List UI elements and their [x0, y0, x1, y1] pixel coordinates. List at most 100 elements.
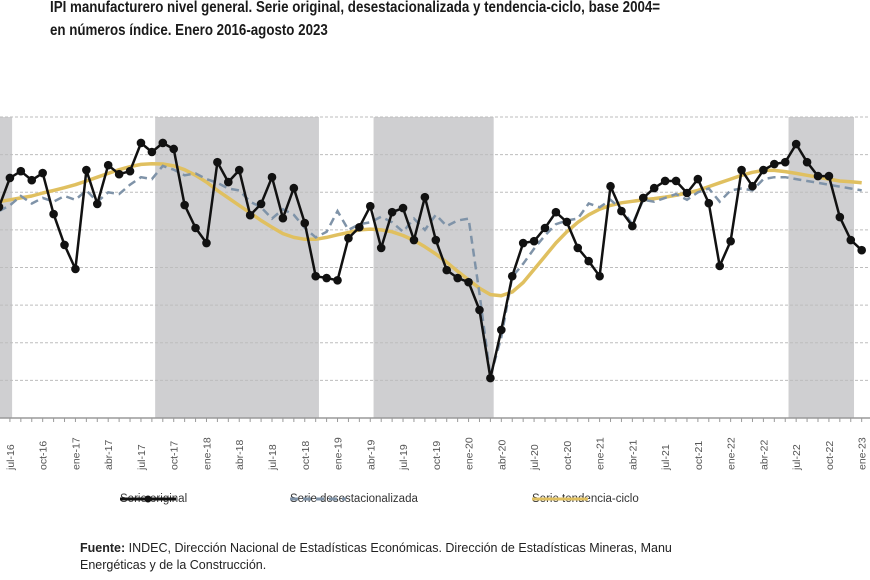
data-point-original [27, 175, 37, 185]
data-point-original [464, 277, 473, 287]
chart-title: IPI manufacturero nivel general. Serie o… [50, 0, 764, 42]
data-point-original [595, 271, 604, 281]
data-point-original [158, 138, 168, 148]
x-tick-label: ene-22 [726, 437, 738, 470]
data-point-original [660, 176, 670, 186]
x-tick-label: abr-18 [234, 439, 246, 470]
data-point-original [409, 235, 419, 245]
legend-swatch-original [120, 495, 176, 503]
data-point-original [726, 236, 735, 246]
data-point-original [551, 207, 561, 217]
data-point-original [529, 236, 539, 246]
data-point-original [256, 199, 266, 209]
source-label: Fuente: [80, 541, 126, 555]
data-point-original [584, 256, 593, 266]
data-point-original [497, 325, 506, 335]
x-tick-label: ene-20 [464, 437, 476, 470]
x-tick-label: jul-21 [660, 444, 672, 471]
data-point-original [857, 245, 866, 255]
series-line-desestacionalizada [0, 164, 862, 377]
x-tick-label: oct-17 [169, 441, 181, 470]
data-point-original [824, 171, 834, 181]
legend-item-desestacionalizada: Serie desestacionalizada [290, 493, 418, 505]
data-point-original [638, 193, 648, 203]
x-tick-label: abr-20 [496, 439, 508, 470]
data-point-original [136, 138, 146, 148]
legend-label-desestacionalizada: Serie desestacionalizada [290, 493, 418, 505]
shaded-period [373, 117, 494, 418]
data-point-original [431, 235, 441, 245]
x-tick-label: jul-20 [529, 444, 541, 471]
x-tick-label: ene-18 [201, 437, 213, 470]
data-point-original [486, 373, 495, 383]
data-point-original [224, 177, 233, 187]
data-point-original [82, 165, 91, 175]
x-tick-label: abr-17 [103, 439, 115, 470]
data-point-original [573, 243, 583, 253]
data-point-original [518, 238, 528, 248]
data-point-original [835, 212, 845, 222]
data-point-original [715, 261, 725, 271]
data-point-original [300, 218, 310, 228]
x-tick-label: ene-17 [70, 437, 82, 470]
data-point-original [398, 203, 408, 213]
source-text: INDEC, Dirección Nacional de Estadística… [125, 541, 672, 555]
data-point-original [442, 265, 452, 275]
x-tick-label: jul-17 [136, 444, 148, 471]
data-point-original [671, 176, 681, 186]
data-point-original [682, 188, 692, 198]
data-point-original [540, 223, 550, 233]
data-point-original [60, 240, 69, 250]
data-point-original [562, 217, 572, 227]
x-tick-label: ene-21 [595, 437, 607, 470]
legend-item-original: Serie original [120, 493, 187, 505]
data-point-original [606, 181, 615, 191]
data-point-original [704, 198, 714, 208]
x-tick-label: oct-18 [300, 441, 312, 470]
data-point-original [770, 159, 779, 169]
data-point-original [0, 202, 4, 212]
x-tick-label: abr-19 [365, 439, 377, 470]
line-chart: jul-16 oct-16 ene-17 abr-17 jul-17 oct-17 ene-… [0, 116, 870, 471]
data-point-original [693, 174, 703, 184]
data-point-original [759, 165, 768, 175]
x-tick-label: oct-19 [431, 441, 443, 470]
legend-swatch-desestacionalizada [290, 497, 346, 501]
chart-title-line-1: IPI manufacturero nivel general. Serie o… [50, 0, 661, 16]
data-point-original [748, 181, 757, 191]
x-tick-label: jul-16 [5, 444, 17, 471]
data-point-original [628, 221, 637, 231]
chart-legend: Serie original Serie desestacionalizada … [0, 493, 870, 513]
x-tick-label: oct-21 [693, 441, 705, 470]
data-point-original [278, 213, 288, 223]
data-point-original [125, 166, 135, 176]
x-tick-label: oct-20 [562, 441, 574, 470]
data-point-original [802, 157, 812, 167]
data-point-original [49, 209, 58, 219]
source-note: Fuente: INDEC, Dirección Nacional de Est… [80, 540, 870, 574]
data-point-original [191, 223, 200, 233]
data-point-original [322, 273, 331, 283]
x-tick-label: jul-22 [791, 444, 803, 471]
data-point-original [453, 273, 462, 283]
x-tick-label: oct-22 [824, 441, 836, 470]
x-tick-label: ene-23 [857, 437, 869, 470]
data-point-original [71, 264, 80, 274]
data-point-original [311, 271, 320, 281]
data-point-original [475, 305, 484, 315]
data-point-original [16, 166, 26, 176]
data-point-original [114, 169, 124, 179]
data-point-original [737, 165, 746, 175]
data-point-original [245, 210, 255, 220]
series-line-tendencia-ciclo [0, 161, 862, 298]
source-text-line-2: Energéticas y de la Construcción. [80, 558, 267, 572]
data-point-original [355, 222, 364, 232]
x-tick-label: abr-22 [758, 439, 770, 470]
data-point-original [846, 235, 856, 245]
data-point-original [649, 183, 659, 193]
data-point-original [92, 199, 102, 209]
x-tick-label: ene-19 [333, 437, 345, 470]
data-point-original [344, 233, 353, 243]
data-point-original [791, 139, 801, 149]
data-point-original [267, 172, 277, 182]
